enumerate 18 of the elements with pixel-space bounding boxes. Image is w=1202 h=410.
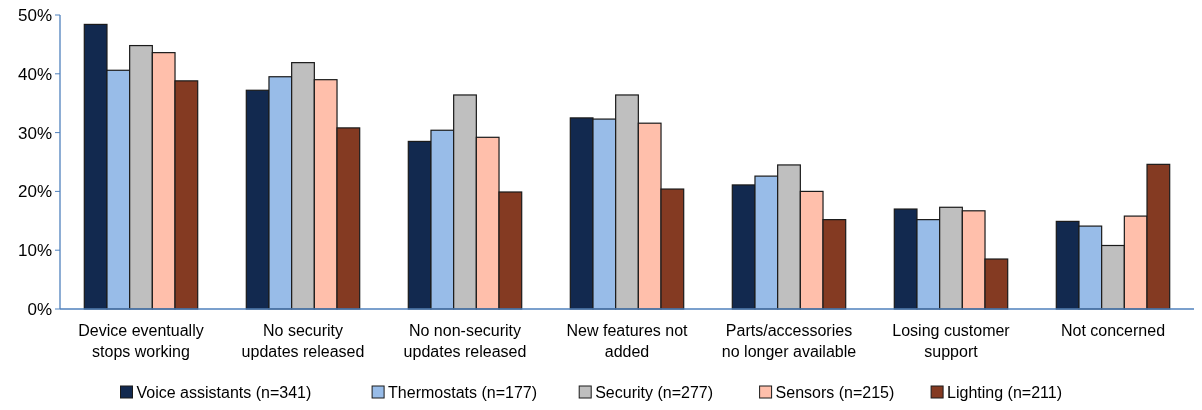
y-tick-label: 50% bbox=[17, 5, 52, 25]
y-tick-label: 10% bbox=[17, 241, 52, 261]
x-tick-label: Parts/accessories no longer available bbox=[721, 322, 857, 360]
y-tick-label: 30% bbox=[17, 123, 52, 143]
x-tick-label: Not concerned bbox=[1060, 322, 1166, 339]
legend-label: Voice assistants (n=341) bbox=[136, 383, 312, 401]
legend-label: Security (n=277) bbox=[595, 383, 714, 401]
legend-label: Sensors (n=215) bbox=[775, 383, 895, 401]
y-tick-label: 40% bbox=[17, 64, 52, 84]
x-tick-label: New features not added bbox=[566, 322, 689, 360]
x-tick-label: Device eventually stops working bbox=[78, 322, 204, 360]
x-tick-label: No security updates released bbox=[241, 322, 365, 360]
x-tick-label: Losing customer support bbox=[892, 322, 1011, 360]
x-tick-label: No non-security updates released bbox=[403, 322, 527, 360]
legend-label: Thermostats (n=177) bbox=[388, 383, 538, 401]
legend-label: Lighting (n=211) bbox=[947, 383, 1063, 401]
y-tick-label: 20% bbox=[17, 182, 52, 202]
y-tick-label: 0% bbox=[27, 299, 52, 319]
